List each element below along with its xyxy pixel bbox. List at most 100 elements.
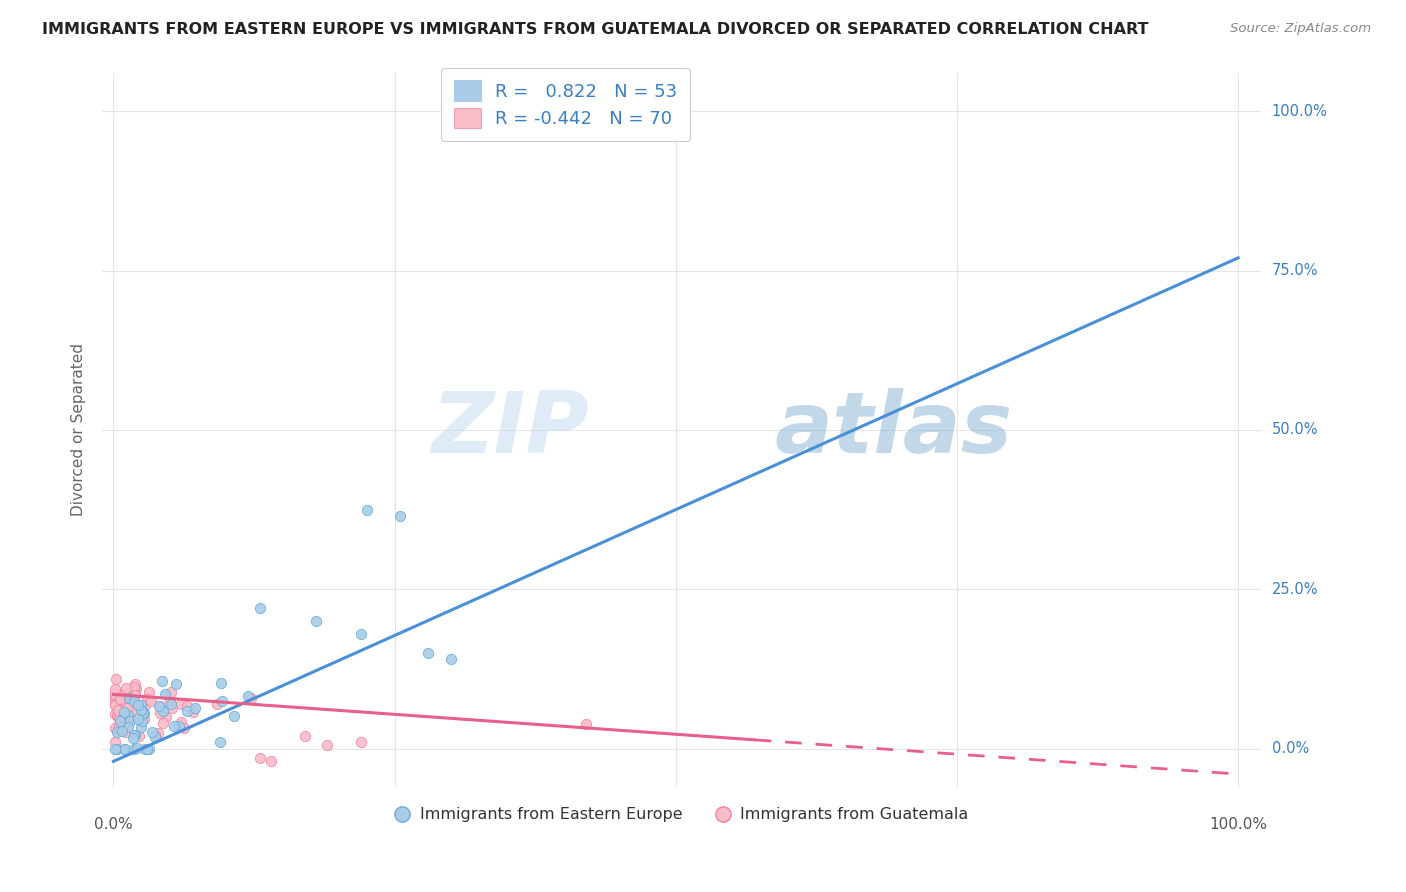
Point	[110, 695, 132, 709]
Point	[350, 627, 373, 641]
Point	[117, 720, 139, 734]
Point	[155, 710, 177, 724]
Point	[153, 687, 176, 701]
Point	[107, 703, 129, 717]
Point	[108, 691, 131, 706]
Point	[134, 698, 156, 712]
Text: 75.0%: 75.0%	[1272, 263, 1319, 278]
Point	[211, 694, 233, 708]
Point	[141, 725, 163, 739]
Point	[209, 735, 232, 749]
Point	[150, 674, 173, 689]
Point	[127, 713, 149, 727]
Point	[118, 685, 141, 699]
Point	[176, 698, 198, 713]
Point	[440, 652, 463, 666]
Point	[111, 690, 134, 705]
Point	[209, 676, 232, 690]
Point	[238, 689, 260, 703]
Text: 0.0%: 0.0%	[1272, 741, 1309, 756]
Point	[139, 694, 162, 708]
Point	[575, 717, 598, 731]
Text: ZIP: ZIP	[432, 388, 589, 471]
Point	[108, 717, 131, 731]
Point	[111, 698, 134, 712]
Point	[143, 728, 166, 742]
Point	[122, 731, 145, 746]
Text: atlas: atlas	[775, 388, 1012, 471]
Point	[132, 706, 155, 720]
Point	[131, 706, 153, 720]
Text: 100.0%: 100.0%	[1272, 103, 1327, 119]
Point	[316, 739, 339, 753]
Point	[107, 694, 129, 708]
Point	[107, 708, 129, 723]
Point	[114, 681, 136, 696]
Point	[129, 698, 152, 713]
Point	[148, 726, 170, 740]
Point	[350, 735, 373, 749]
Point	[148, 698, 170, 713]
Point	[169, 719, 191, 733]
Point	[134, 741, 156, 756]
Point	[173, 721, 195, 735]
Point	[112, 741, 135, 756]
Point	[159, 697, 181, 711]
Point	[114, 741, 136, 756]
Point	[124, 728, 146, 742]
Text: 100.0%: 100.0%	[1209, 817, 1267, 832]
Point	[118, 691, 141, 706]
Point	[222, 709, 245, 723]
Point	[143, 730, 166, 744]
Point	[103, 734, 125, 748]
Point	[149, 706, 172, 720]
Point	[105, 741, 128, 756]
Point	[107, 696, 129, 710]
Point	[111, 714, 134, 729]
Point	[122, 694, 145, 708]
Point	[103, 698, 125, 713]
Point	[131, 714, 153, 728]
Point	[115, 725, 138, 739]
Point	[138, 741, 160, 756]
Point	[124, 688, 146, 702]
Point	[117, 708, 139, 723]
Point	[104, 673, 127, 687]
Point	[120, 704, 142, 718]
Point	[184, 701, 207, 715]
Text: 0.0%: 0.0%	[94, 817, 132, 832]
Point	[104, 721, 127, 735]
Point	[104, 692, 127, 706]
Point	[176, 704, 198, 718]
Point	[115, 696, 138, 710]
Point	[103, 686, 125, 700]
Point	[107, 690, 129, 704]
Point	[305, 614, 328, 628]
Point	[129, 698, 152, 712]
Point	[138, 684, 160, 698]
Point	[127, 741, 149, 756]
Point	[136, 692, 159, 706]
Point	[129, 720, 152, 734]
Point	[162, 701, 184, 715]
Point	[127, 698, 149, 712]
Point	[125, 681, 148, 696]
Point	[163, 719, 186, 733]
Text: 50.0%: 50.0%	[1272, 423, 1319, 437]
Point	[108, 720, 131, 734]
Point	[111, 724, 134, 739]
Point	[104, 741, 127, 756]
Point	[207, 697, 229, 711]
Point	[165, 676, 187, 690]
Legend: Immigrants from Eastern Europe, Immigrants from Guatemala: Immigrants from Eastern Europe, Immigran…	[388, 801, 974, 829]
Text: 25.0%: 25.0%	[1272, 582, 1319, 597]
Point	[260, 755, 283, 769]
Point	[120, 714, 142, 728]
Text: Source: ZipAtlas.com: Source: ZipAtlas.com	[1230, 22, 1371, 36]
Point	[389, 508, 412, 523]
Point	[134, 712, 156, 726]
Point	[105, 708, 128, 723]
Point	[240, 691, 263, 706]
Point	[418, 646, 440, 660]
Point	[294, 729, 316, 743]
